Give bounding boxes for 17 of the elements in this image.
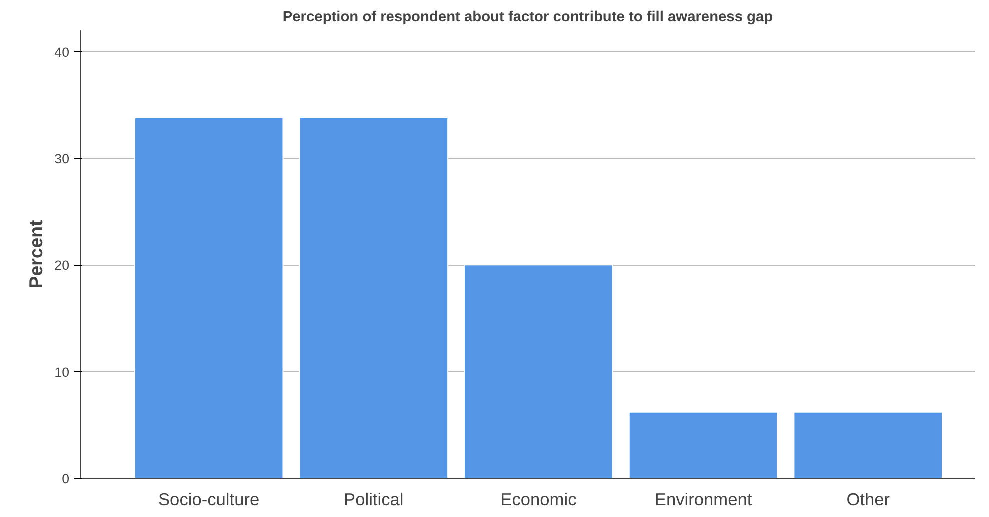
x-tick-label: Environment — [654, 490, 752, 510]
y-tick-label: 30 — [54, 152, 70, 166]
y-tick-label: 40 — [54, 44, 70, 60]
y-tick-label: 10 — [54, 364, 70, 380]
bar — [628, 412, 778, 478]
x-tick-label: Economic — [500, 490, 578, 510]
x-tick-label: Political — [344, 490, 404, 510]
y-tick-label: 0 — [62, 472, 70, 486]
chart-title: Perception of respondent about factor contribute to fill awareness gap — [282, 10, 774, 26]
x-tick-label: Other — [846, 490, 890, 510]
bar — [134, 117, 284, 478]
bar — [299, 117, 449, 478]
y-axis-title: Percent — [26, 220, 47, 289]
bar — [464, 264, 614, 478]
x-tick-label: Socio-culture — [158, 490, 260, 510]
y-tick-label: 20 — [54, 258, 70, 274]
bar — [794, 412, 944, 478]
